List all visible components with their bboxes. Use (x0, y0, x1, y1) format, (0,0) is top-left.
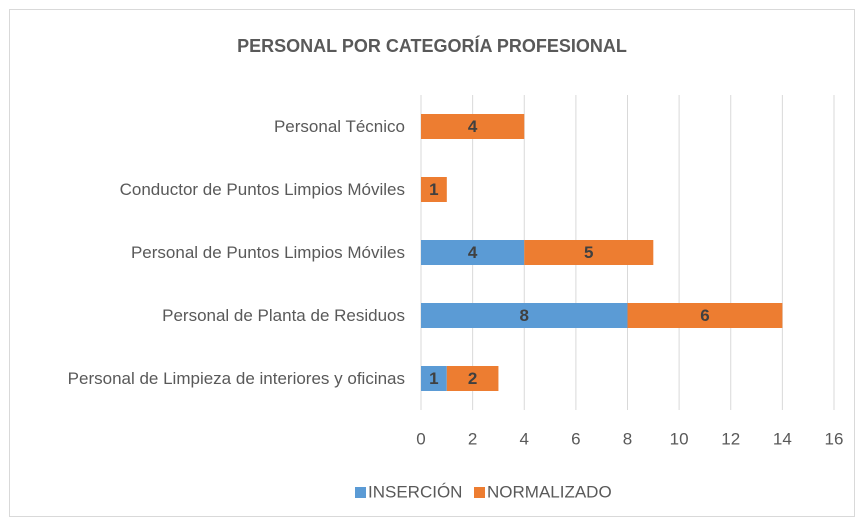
x-tick-label: 10 (670, 429, 689, 448)
x-tick-label: 12 (721, 429, 740, 448)
legend-swatch (355, 487, 366, 498)
chart-title: PERSONAL POR CATEGORÍA PROFESIONAL (237, 35, 627, 56)
bar-segment (446, 366, 499, 391)
data-label: 4 (468, 117, 478, 136)
x-tick-label: 8 (623, 429, 632, 448)
x-tick-label: 14 (773, 429, 792, 448)
data-label: 1 (429, 369, 438, 388)
bar-segment (524, 240, 654, 265)
x-tick-label: 6 (571, 429, 580, 448)
bar-segment (421, 240, 525, 265)
bar-segment (421, 366, 447, 391)
legend-label: NORMALIZADO (487, 482, 612, 501)
y-tick-label: Personal de Limpieza de interiores y ofi… (67, 368, 405, 388)
bar-segment (421, 177, 447, 202)
y-tick-label: Personal Técnico (273, 116, 405, 136)
x-tick-label: 0 (416, 429, 425, 448)
data-label: 6 (700, 306, 709, 325)
data-label: 4 (468, 243, 478, 262)
data-label: 2 (468, 369, 477, 388)
x-tick-label: 2 (468, 429, 477, 448)
bar-segment (627, 303, 783, 328)
legend-label: INSERCIÓN (368, 482, 462, 501)
y-tick-label: Personal de Planta de Residuos (162, 305, 405, 325)
y-tick-label: Conductor de Puntos Limpios Móviles (119, 179, 405, 199)
bar-segment (421, 114, 525, 139)
legend-swatch (474, 487, 485, 498)
data-label: 5 (584, 243, 593, 262)
bar-segment (421, 303, 628, 328)
x-tick-label: 4 (520, 429, 529, 448)
data-label: 8 (520, 306, 529, 325)
x-tick-label: 16 (825, 429, 844, 448)
y-tick-label: Personal de Puntos Limpios Móviles (130, 242, 405, 262)
data-label: 1 (429, 180, 438, 199)
